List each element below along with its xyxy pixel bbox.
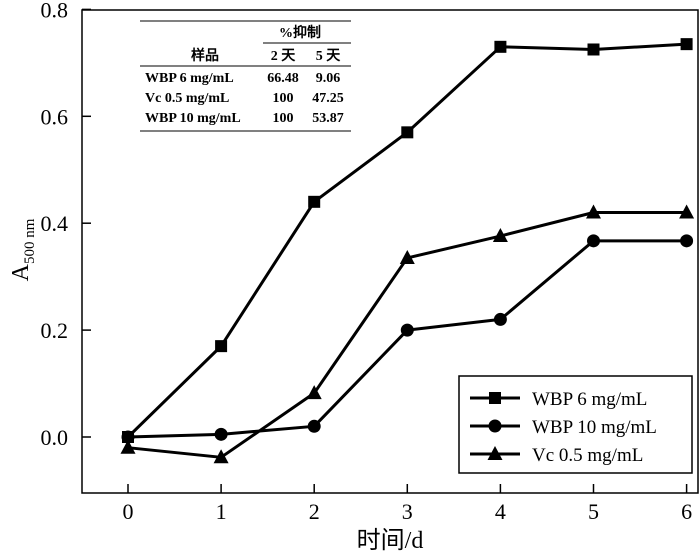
svg-text:A500 nm: A500 nm (8, 218, 38, 281)
y-axis: 0.0 0.2 0.4 0.6 0.8 (41, 0, 91, 450)
data-point-square (401, 126, 414, 139)
y-axis-title-sub: 500 nm (22, 218, 38, 264)
table-cell-day2: 66.48 (267, 71, 299, 86)
y-tick-label: 0.4 (41, 211, 69, 236)
legend-item: WBP 6 mg/mL (470, 389, 647, 410)
data-point-triangle (213, 449, 229, 464)
legend-marker-circle (488, 419, 502, 433)
table-col-day5: 5 天 (316, 48, 342, 64)
table-rows: WBP 6 mg/mL 66.48 9.06 Vc 0.5 mg/mL 100 47.25… (145, 71, 344, 126)
x-tick-label: 2 (309, 499, 320, 524)
legend-label: WBP 10 mg/mL (532, 417, 657, 438)
legend-item: WBP 10 mg/mL (470, 417, 657, 438)
legend-items: WBP 6 mg/mL WBP 10 mg/mL Vc 0.5 mg/mL (470, 389, 657, 466)
data-point-circle (214, 427, 228, 441)
table-cell-day2: 100 (273, 91, 294, 106)
table-cell-sample: WBP 10 mg/mL (145, 111, 241, 126)
x-tick-label: 1 (216, 499, 227, 524)
y-tick-label: 0.8 (41, 0, 69, 22)
x-tick-label: 0 (123, 499, 134, 524)
x-tick-label: 5 (588, 499, 599, 524)
data-point-circle (121, 430, 135, 444)
data-point-square (587, 43, 600, 56)
y-tick-label: 0.0 (41, 425, 69, 450)
data-point-square (215, 340, 228, 353)
series-layer (120, 38, 695, 464)
table-cell-day5: 9.06 (316, 71, 341, 86)
x-axis: 0 1 2 3 4 5 6 (123, 484, 692, 524)
data-point-circle (400, 323, 414, 337)
series-circle (121, 234, 694, 444)
legend-label: WBP 6 mg/mL (532, 389, 647, 410)
table-cell-day2: 100 (273, 111, 294, 126)
series-triangle (120, 204, 695, 464)
plot-frame (81, 9, 699, 494)
data-point-circle (587, 234, 600, 248)
series-square (122, 38, 693, 443)
legend-label: Vc 0.5 mg/mL (532, 445, 643, 466)
x-tick-label: 6 (681, 499, 692, 524)
legend-marker-square (489, 392, 501, 404)
y-axis-title: A500 nm (8, 218, 38, 281)
legend: WBP 6 mg/mL WBP 10 mg/mL Vc 0.5 mg/mL (458, 375, 693, 474)
y-tick-label: 0.2 (41, 318, 69, 343)
x-axis-title: 时间/d (357, 527, 424, 553)
table-col-day2: 2 天 (271, 48, 297, 64)
table-col-sample: 样品 (191, 47, 219, 64)
data-point-square (308, 195, 321, 208)
x-tick-label: 3 (402, 499, 413, 524)
table-row: WBP 6 mg/mL 66.48 9.06 (145, 71, 340, 86)
data-point-triangle (586, 204, 601, 219)
data-point-triangle (679, 204, 695, 219)
y-tick-label: 0.6 (41, 104, 69, 129)
table-group-header: %抑制 (279, 24, 321, 41)
table-cell-day5: 53.87 (312, 111, 344, 126)
y-axis-title-main: A (8, 263, 34, 281)
table-cell-sample: WBP 6 mg/mL (145, 71, 234, 86)
table-row: Vc 0.5 mg/mL 100 47.25 (145, 91, 344, 106)
data-point-square (494, 40, 507, 53)
data-point-triangle (120, 439, 136, 454)
data-point-square (680, 38, 693, 51)
data-point-circle (680, 234, 694, 248)
x-tick-label: 4 (495, 499, 506, 524)
legend-item: Vc 0.5 mg/mL (470, 445, 643, 466)
table-cell-sample: Vc 0.5 mg/mL (145, 91, 229, 106)
data-point-circle (307, 419, 321, 433)
table-row: WBP 10 mg/mL 100 53.87 (145, 111, 344, 126)
data-point-circle (493, 312, 507, 326)
data-point-triangle (399, 249, 415, 264)
inset-table: %抑制 样品 2 天 5 天 WBP 6 mg/mL 66.48 9.06 Vc 0.… (140, 20, 351, 132)
data-point-triangle (306, 385, 322, 400)
data-point-triangle (492, 228, 508, 243)
table-cell-day5: 47.25 (312, 91, 344, 106)
legend-marker-triangle (487, 446, 503, 460)
